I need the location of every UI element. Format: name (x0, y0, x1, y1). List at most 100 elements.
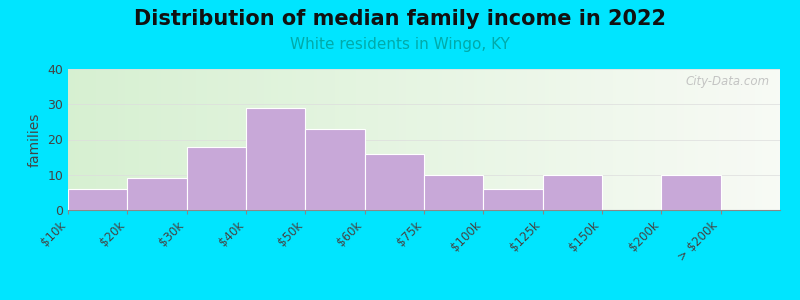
Bar (374, 69, 378, 210)
Bar (652, 69, 655, 210)
Bar (122, 69, 125, 210)
Bar (125, 69, 129, 210)
Bar (157, 69, 161, 210)
Bar (385, 69, 389, 210)
Bar (424, 69, 427, 210)
Bar (218, 69, 221, 210)
Bar (171, 69, 175, 210)
Bar (196, 69, 200, 210)
Bar (726, 69, 730, 210)
Bar (641, 69, 645, 210)
Bar (257, 69, 260, 210)
Bar (502, 69, 506, 210)
Bar (748, 69, 751, 210)
Bar (691, 69, 694, 210)
Bar (620, 69, 623, 210)
Bar (331, 69, 335, 210)
Bar (534, 69, 538, 210)
Bar (719, 69, 723, 210)
Bar (485, 69, 488, 210)
Bar (591, 69, 595, 210)
Bar (627, 69, 630, 210)
Bar (267, 69, 271, 210)
Bar (324, 69, 328, 210)
Bar (542, 175, 602, 210)
Bar (687, 69, 691, 210)
Bar (228, 69, 232, 210)
Bar (563, 69, 566, 210)
Bar (531, 69, 534, 210)
Bar (680, 69, 684, 210)
Bar (738, 69, 741, 210)
Bar (634, 69, 638, 210)
Bar (517, 69, 520, 210)
Bar (470, 69, 474, 210)
Bar (698, 69, 702, 210)
Bar (424, 175, 483, 210)
Bar (367, 69, 370, 210)
Bar (459, 69, 463, 210)
Bar (250, 69, 253, 210)
Bar (431, 69, 434, 210)
Bar (86, 69, 90, 210)
Bar (483, 189, 542, 210)
Bar (549, 69, 552, 210)
Bar (755, 69, 758, 210)
Bar (766, 69, 770, 210)
Bar (214, 69, 218, 210)
Bar (136, 69, 139, 210)
Bar (706, 69, 709, 210)
Bar (495, 69, 498, 210)
Bar (402, 69, 406, 210)
Bar (556, 69, 559, 210)
Bar (168, 69, 171, 210)
Bar (100, 69, 104, 210)
Bar (478, 69, 481, 210)
Bar (90, 69, 93, 210)
Bar (274, 69, 278, 210)
Bar (655, 69, 659, 210)
Bar (253, 69, 257, 210)
Bar (427, 69, 431, 210)
Bar (570, 69, 574, 210)
Bar (566, 69, 570, 210)
Bar (129, 69, 132, 210)
Bar (296, 69, 299, 210)
Bar (146, 69, 150, 210)
Bar (616, 69, 620, 210)
Bar (744, 69, 748, 210)
Bar (488, 69, 492, 210)
Bar (670, 69, 674, 210)
Bar (662, 69, 666, 210)
Bar (285, 69, 289, 210)
Bar (677, 69, 680, 210)
Bar (346, 69, 350, 210)
Bar (770, 69, 773, 210)
Bar (513, 69, 517, 210)
Bar (542, 69, 545, 210)
Bar (239, 69, 242, 210)
Y-axis label: families: families (28, 112, 42, 167)
Bar (175, 69, 178, 210)
Bar (410, 69, 414, 210)
Bar (538, 69, 542, 210)
Bar (365, 154, 424, 210)
Bar (68, 189, 127, 210)
Bar (638, 69, 641, 210)
Bar (545, 69, 549, 210)
Bar (68, 69, 71, 210)
Bar (235, 69, 239, 210)
Bar (417, 69, 421, 210)
Bar (114, 69, 118, 210)
Bar (328, 69, 331, 210)
Bar (221, 69, 225, 210)
Bar (232, 69, 235, 210)
Bar (338, 69, 342, 210)
Bar (306, 69, 310, 210)
Bar (260, 69, 264, 210)
Bar (645, 69, 648, 210)
Bar (342, 69, 346, 210)
Bar (82, 69, 86, 210)
Bar (93, 69, 97, 210)
Bar (709, 69, 712, 210)
